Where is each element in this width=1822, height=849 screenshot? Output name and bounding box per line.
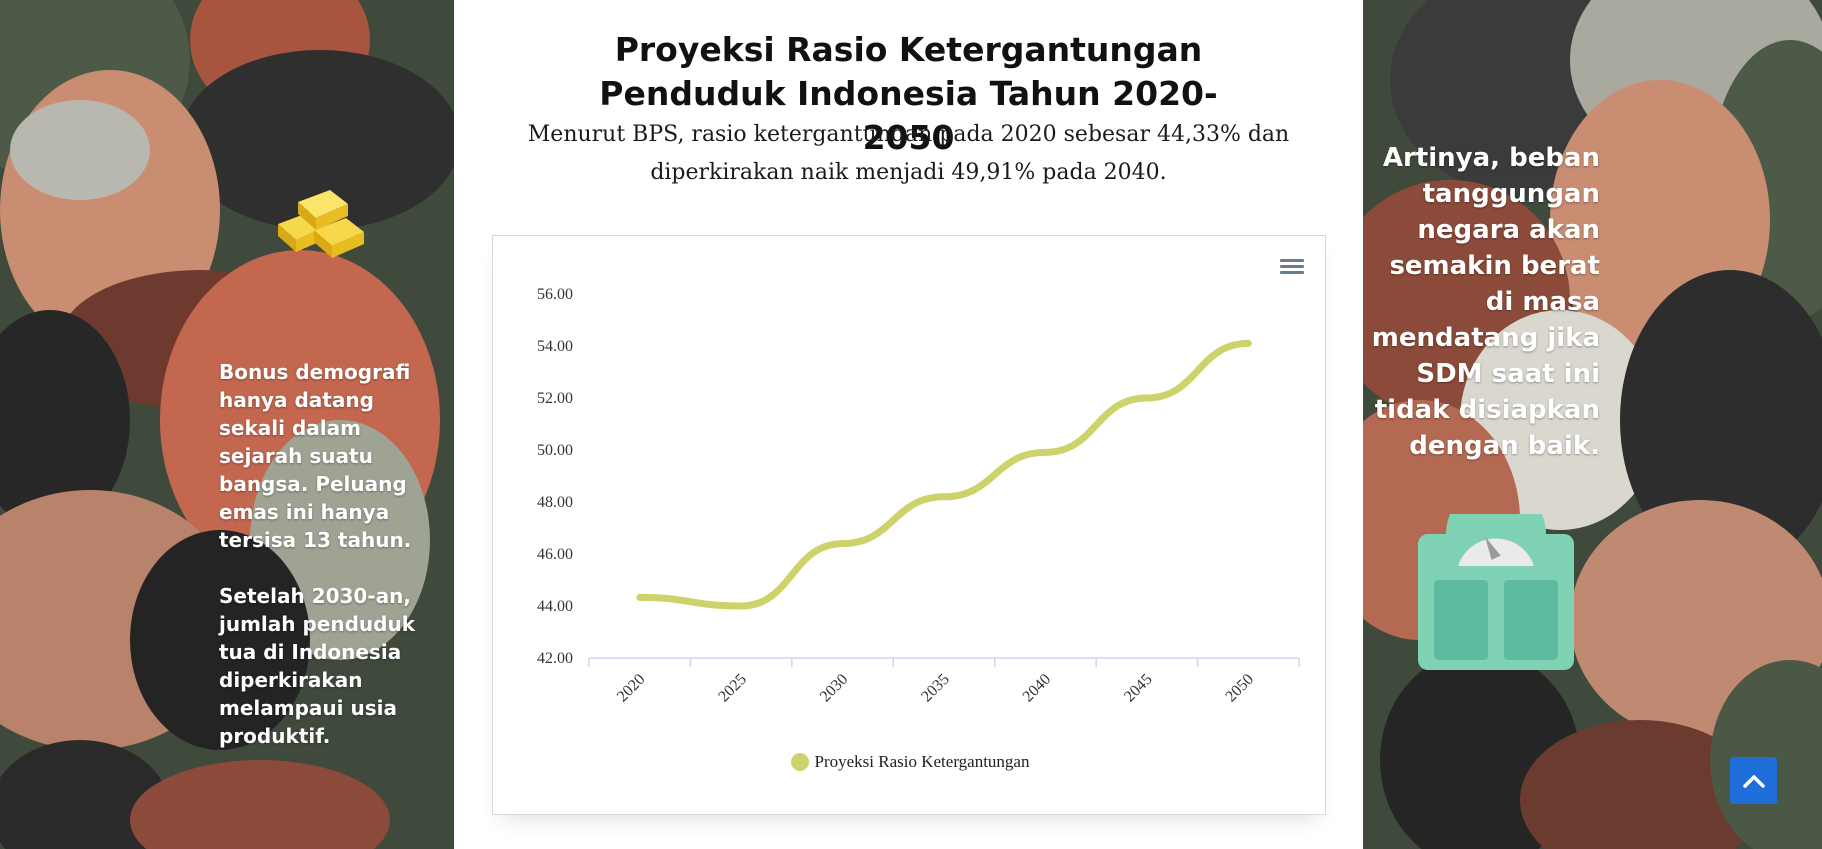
line-chart: 42.00 44.00 46.00 48.00 50.00 52.00 54.00 56.00… xyxy=(537,286,1300,706)
series-line-proyeksi-rasio xyxy=(636,339,1252,610)
hamburger-menu-icon[interactable] xyxy=(1277,256,1307,282)
left-info-text: Bonus demografi hanya datang sekali dala… xyxy=(219,358,434,778)
x-tick-label: 2030 xyxy=(817,671,852,706)
scroll-to-top-button[interactable] xyxy=(1730,757,1777,804)
right-info-text: Artinya, beban tanggungan negara akan se… xyxy=(1371,143,1600,461)
weighing-scale-icon xyxy=(1418,514,1574,670)
y-tick-label: 44.00 xyxy=(537,598,573,615)
legend-label: Proyeksi Rasio Ketergantungan xyxy=(814,752,1030,771)
content-card: Proyeksi Rasio Ketergantungan Penduduk I… xyxy=(454,0,1363,849)
x-tick-label: 2020 xyxy=(614,671,649,706)
y-tick-label: 56.00 xyxy=(537,286,573,303)
left-paragraph-2: Setelah 2030-an, jumlah penduduk tua di … xyxy=(219,584,416,748)
y-tick-label: 48.00 xyxy=(537,494,573,511)
x-tick-label: 2050 xyxy=(1222,671,1257,706)
y-tick-label: 46.00 xyxy=(537,546,573,563)
chart-legend[interactable]: Proyeksi Rasio Ketergantungan xyxy=(493,752,1327,772)
legend-marker xyxy=(790,753,809,771)
page-title: Proyeksi Rasio Ketergantungan Penduduk I… xyxy=(599,30,1218,157)
y-tick-label: 50.00 xyxy=(537,442,573,459)
y-tick-label: 52.00 xyxy=(537,390,573,407)
x-tick-label: 2035 xyxy=(918,671,953,706)
left-paragraph-1: Bonus demografi hanya datang sekali dala… xyxy=(219,360,412,552)
page-subtitle: Menurut BPS, rasio ketergantungan pada 2… xyxy=(527,122,1290,185)
y-tick-label: 42.00 xyxy=(537,650,573,667)
x-tick-label: 2045 xyxy=(1121,671,1156,706)
chart-container: 42.00 44.00 46.00 48.00 50.00 52.00 54.00 56.00… xyxy=(492,235,1326,815)
x-tick-label: 2040 xyxy=(1020,671,1055,706)
y-tick-label: 54.00 xyxy=(537,338,573,355)
x-tick-label: 2025 xyxy=(715,671,750,706)
gold-bars-icon xyxy=(278,190,364,258)
chevron-up-icon xyxy=(1742,774,1765,788)
